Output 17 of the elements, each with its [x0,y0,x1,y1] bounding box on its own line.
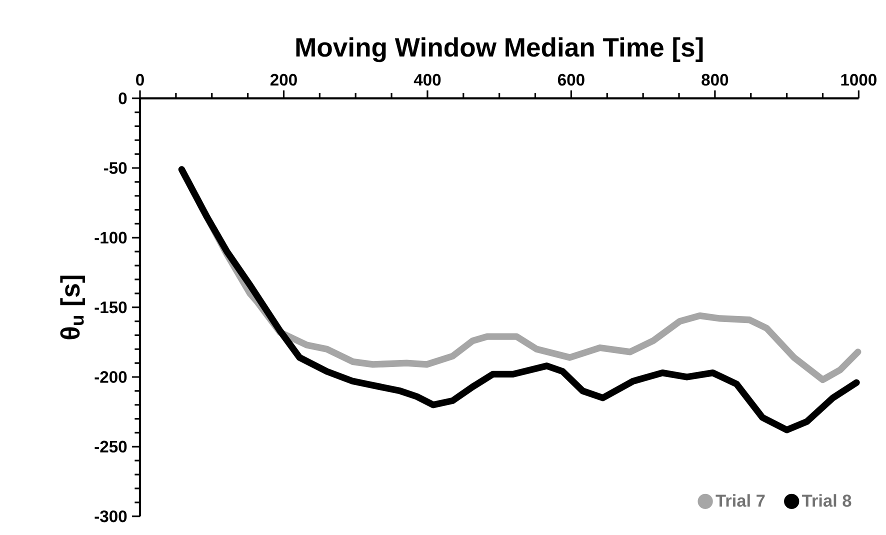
legend-label: Trial 8 [802,494,852,507]
x-tick-label: 0 [136,74,144,86]
y-tick-label: -250 [94,440,127,453]
y-tick-label: -300 [94,510,127,522]
x-tick-label: 800 [702,74,728,86]
x-tick-label: 400 [414,74,441,86]
x-tick-label: 200 [270,74,297,86]
y-tick-label: -100 [94,232,127,244]
x-axis-title: Moving Window Median Time [s] [296,37,703,62]
x-tick-label: 600 [558,74,584,86]
y-tick-label: -200 [94,371,127,383]
x-tick-label: 1000 [841,74,876,86]
legend-label: Trial 7 [716,494,765,507]
y-tick-label: -50 [104,162,127,174]
y-axis-title: θ$_{u}$ [s] [60,276,85,340]
y-tick-label: -150 [94,301,127,314]
y-tick-label: 0 [118,92,127,104]
